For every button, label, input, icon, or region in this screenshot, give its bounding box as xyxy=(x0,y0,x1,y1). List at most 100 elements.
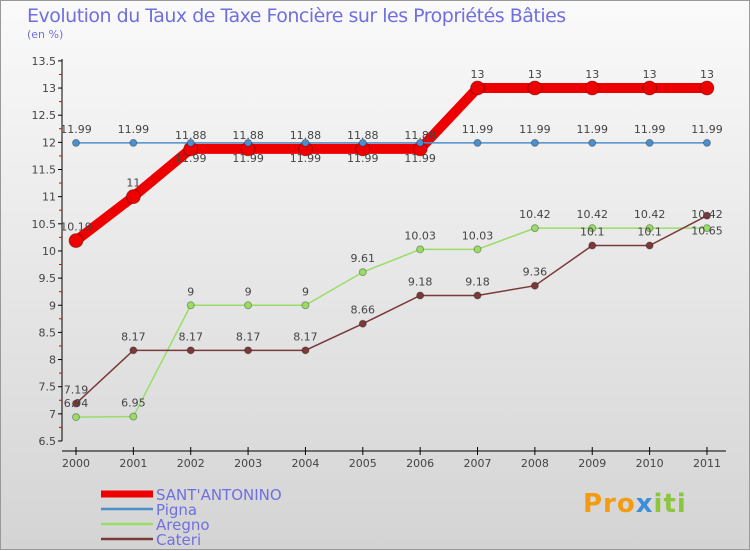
data-point xyxy=(702,138,711,147)
data-label: 11.99 xyxy=(691,123,723,136)
data-label: 8.66 xyxy=(351,304,376,317)
data-label: 7.19 xyxy=(64,384,89,397)
data-label: 8.17 xyxy=(178,330,203,343)
data-point xyxy=(186,138,195,147)
data-label: 13 xyxy=(700,68,714,81)
data-label: 10.1 xyxy=(580,226,605,239)
data-label: 11.99 xyxy=(404,152,436,165)
legend-label: Cateri xyxy=(156,531,201,549)
y-tick-label: 11 xyxy=(42,191,56,204)
x-tick-label: 2007 xyxy=(464,457,492,470)
data-label: 11.88 xyxy=(404,129,436,142)
y-axis-unit: (en %) xyxy=(27,28,64,41)
data-label: 11.99 xyxy=(118,123,150,136)
data-point xyxy=(72,138,80,147)
data-point xyxy=(72,399,80,408)
data-point xyxy=(473,138,482,147)
data-point xyxy=(473,291,482,300)
proxiti-logo: Proxiti xyxy=(583,489,687,519)
data-point xyxy=(244,301,253,310)
data-point xyxy=(72,413,80,422)
y-tick-label: 13.5 xyxy=(32,55,57,68)
data-label: 11.99 xyxy=(60,123,92,136)
data-point xyxy=(530,281,539,290)
data-label: 11 xyxy=(126,177,140,190)
data-point xyxy=(186,301,195,310)
data-point xyxy=(470,80,486,96)
series-1 xyxy=(72,138,711,147)
data-label: 8.17 xyxy=(236,330,261,343)
data-point xyxy=(588,241,597,250)
data-label: 11.99 xyxy=(462,123,494,136)
data-label: 11.99 xyxy=(232,152,264,165)
data-label: 8.17 xyxy=(121,330,146,343)
data-point xyxy=(125,189,141,205)
x-tick-label: 2001 xyxy=(119,457,147,470)
data-label: 11.99 xyxy=(290,152,322,165)
data-point xyxy=(129,346,138,355)
y-tick-label: 10 xyxy=(42,245,56,258)
data-point xyxy=(301,301,310,310)
data-point xyxy=(416,138,425,147)
y-tick-label: 12.5 xyxy=(32,109,57,122)
data-point xyxy=(358,138,367,147)
data-label: 6.95 xyxy=(121,397,146,410)
data-label: 13 xyxy=(585,68,599,81)
data-point xyxy=(244,346,253,355)
data-label: 10.03 xyxy=(404,229,436,242)
data-label: 11.99 xyxy=(634,123,666,136)
x-tick-label: 2008 xyxy=(521,457,549,470)
data-point xyxy=(702,211,711,220)
data-label: 13 xyxy=(528,68,542,81)
data-label: 10.42 xyxy=(634,208,666,221)
data-label: 6.94 xyxy=(64,397,89,410)
series-line xyxy=(75,214,708,405)
data-label: 8.17 xyxy=(293,330,318,343)
series-line xyxy=(72,83,707,245)
data-label: 11.88 xyxy=(290,129,322,142)
data-point xyxy=(244,138,253,147)
data-label: 11.88 xyxy=(175,129,207,142)
x-tick-label: 2010 xyxy=(636,457,664,470)
y-tick-label: 11.5 xyxy=(32,164,57,177)
data-label: 10.19 xyxy=(60,221,92,234)
data-point xyxy=(129,138,138,147)
data-label: 10.42 xyxy=(691,208,723,221)
data-label: 11.99 xyxy=(519,123,551,136)
data-point xyxy=(530,224,539,233)
data-label: 11.99 xyxy=(175,152,207,165)
x-tick-label: 2005 xyxy=(349,457,377,470)
x-tick-label: 2009 xyxy=(578,457,606,470)
data-point xyxy=(68,233,84,249)
data-point xyxy=(473,245,482,254)
series-0 xyxy=(68,80,715,249)
data-label: 13 xyxy=(471,68,485,81)
data-point xyxy=(416,245,425,254)
y-tick-label: 9.5 xyxy=(39,272,57,285)
data-point xyxy=(645,138,654,147)
series-3 xyxy=(72,211,711,408)
data-point xyxy=(645,224,654,233)
data-point xyxy=(588,138,597,147)
data-label: 11.99 xyxy=(347,152,379,165)
x-tick-label: 2000 xyxy=(62,457,90,470)
data-label: 10.42 xyxy=(519,208,551,221)
data-label: 10.1 xyxy=(637,226,662,239)
data-point xyxy=(301,346,310,355)
y-tick-label: 9 xyxy=(49,299,56,312)
x-tick-label: 2006 xyxy=(406,457,434,470)
data-point xyxy=(588,224,597,233)
data-label: 11.99 xyxy=(576,123,608,136)
y-tick-label: 6.5 xyxy=(39,435,57,448)
y-tick-label: 8.5 xyxy=(39,326,57,339)
data-label: 9.18 xyxy=(408,275,433,288)
data-label: 9.36 xyxy=(523,266,548,279)
x-tick-label: 2003 xyxy=(234,457,262,470)
data-label: 9 xyxy=(187,285,194,298)
data-label: 9 xyxy=(245,285,252,298)
data-label: 9.18 xyxy=(465,275,490,288)
data-label: 11.88 xyxy=(232,129,264,142)
